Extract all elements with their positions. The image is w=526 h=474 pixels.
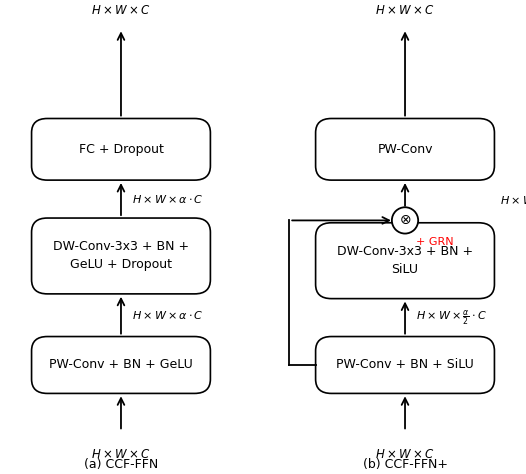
Text: DW-Conv-3x3 + BN +
GeLU + Dropout: DW-Conv-3x3 + BN + GeLU + Dropout xyxy=(53,240,189,272)
Text: (b) CCF-FFN+: (b) CCF-FFN+ xyxy=(362,458,448,471)
Text: $H \times W \times \frac{\alpha}{2} \cdot C$: $H \times W \times \frac{\alpha}{2} \cdo… xyxy=(416,308,487,327)
Text: (a) CCF-FFN: (a) CCF-FFN xyxy=(84,458,158,471)
Text: + GRN: + GRN xyxy=(416,237,453,247)
FancyBboxPatch shape xyxy=(32,118,210,180)
FancyBboxPatch shape xyxy=(316,223,494,299)
Text: FC + Dropout: FC + Dropout xyxy=(78,143,164,156)
FancyBboxPatch shape xyxy=(32,218,210,294)
Text: $H \times W \times \alpha \cdot C$: $H \times W \times \alpha \cdot C$ xyxy=(132,309,203,321)
Text: $H \times W \times \alpha \cdot C$: $H \times W \times \alpha \cdot C$ xyxy=(500,194,526,206)
Text: PW-Conv + BN + SiLU: PW-Conv + BN + SiLU xyxy=(336,358,474,372)
Text: DW-Conv-3x3 + BN +
SiLU: DW-Conv-3x3 + BN + SiLU xyxy=(337,245,473,276)
FancyBboxPatch shape xyxy=(316,337,494,393)
FancyBboxPatch shape xyxy=(316,118,494,180)
Text: $H \times W \times \alpha \cdot C$: $H \times W \times \alpha \cdot C$ xyxy=(132,193,203,205)
Text: $\otimes$: $\otimes$ xyxy=(399,213,411,228)
Text: $H \times W \times C$: $H \times W \times C$ xyxy=(375,448,435,461)
Text: PW-Conv + BN + GeLU: PW-Conv + BN + GeLU xyxy=(49,358,193,372)
FancyBboxPatch shape xyxy=(32,337,210,393)
Text: PW-Conv: PW-Conv xyxy=(377,143,433,156)
Ellipse shape xyxy=(392,207,418,234)
Text: $H \times W \times C$: $H \times W \times C$ xyxy=(375,4,435,17)
Text: $H \times W \times C$: $H \times W \times C$ xyxy=(91,4,151,17)
Text: $H \times W \times C$: $H \times W \times C$ xyxy=(91,448,151,461)
